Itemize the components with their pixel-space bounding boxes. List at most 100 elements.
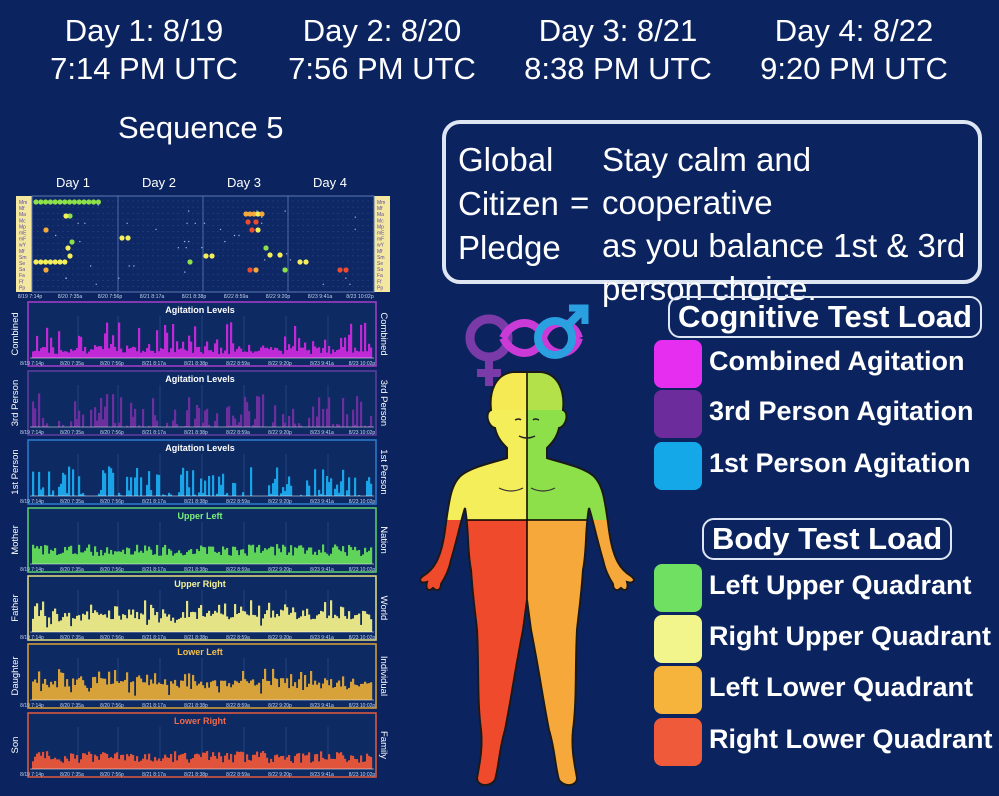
chart-bar [164, 613, 167, 632]
chart-bar [168, 548, 171, 564]
chart-bar [368, 477, 371, 496]
chart-bar [314, 346, 317, 358]
chart-bar [96, 756, 99, 769]
chart-bar [240, 549, 243, 564]
timeline-dot [183, 240, 186, 243]
chart-bar [94, 754, 97, 769]
timeline-dot [155, 228, 157, 231]
chart-bar [210, 681, 213, 700]
chart-bar [66, 351, 69, 358]
chart-bar [102, 615, 105, 632]
chart-bar [222, 353, 225, 358]
chart-bar [310, 353, 313, 358]
chart-bar [138, 675, 141, 700]
timeline-tick-label: 8/21 8:17a [140, 294, 165, 300]
chart-bar [54, 757, 57, 769]
timeline-dot [185, 247, 187, 249]
chart-bar [132, 346, 135, 358]
chart-bars [32, 544, 373, 564]
chart-tick-label: 8/22 8:59a [226, 703, 250, 709]
chart-bar [204, 616, 207, 632]
chart-bar [336, 423, 339, 427]
chart-tick-label: 8/20 7:35a [60, 567, 84, 573]
chart-bar [240, 414, 243, 427]
chart-bar [56, 687, 59, 700]
chart-bar [302, 753, 305, 769]
chart-bar [88, 691, 91, 700]
chart-panel-title: Lower Left [177, 647, 223, 657]
chart-bar [234, 351, 237, 358]
chart-tick-label: 8/19 7:14p [20, 499, 44, 505]
chart-tick-label: 8/21 8:38p [184, 430, 208, 436]
timeline-dot [33, 259, 39, 265]
chart-bar [254, 685, 257, 700]
chart-bar [220, 555, 223, 564]
chart-bar [338, 680, 341, 700]
chart-bar [124, 554, 127, 564]
chart-bar [306, 608, 309, 632]
chart-bars [32, 600, 373, 632]
timeline-dot [62, 199, 68, 205]
chart-panel-right-label: 1st Person [378, 449, 389, 494]
chart-bar [166, 422, 169, 427]
pledge-message-line: as you balance 1st & 3rd [602, 227, 966, 264]
chart-bar [232, 617, 235, 632]
chart-bar [110, 684, 113, 700]
chart-bar [356, 350, 359, 358]
chart-bar [130, 754, 133, 769]
timeline-row-label: Ff [19, 279, 24, 285]
chart-bar [144, 351, 147, 358]
chart-bar [294, 325, 297, 358]
chart-bar [80, 493, 83, 496]
chart-bar [46, 627, 49, 632]
chart-tick-label: 8/23 10:02p [349, 430, 376, 436]
chart-bar [64, 474, 67, 496]
chart-bar [308, 547, 311, 564]
chart-bar [218, 476, 221, 496]
chart-bars [32, 668, 373, 700]
chart-bar [150, 549, 153, 564]
chart-bar [328, 754, 331, 769]
chart-bar [42, 347, 45, 358]
chart-bar [130, 682, 133, 700]
chart-tick-label: 8/22 8:59a [226, 635, 250, 641]
chart-bar [34, 679, 37, 700]
chart-bar [90, 687, 93, 700]
chart-tick-label: 8/23 9:41a [310, 567, 334, 573]
chart-bar [316, 684, 319, 700]
timeline-row-label: Sm [19, 255, 27, 261]
chart-bar [46, 545, 49, 564]
chart-bar [32, 401, 35, 427]
chart-bar [112, 554, 115, 564]
timeline-dot [267, 252, 273, 258]
chart-bar [148, 619, 151, 632]
chart-bar [342, 755, 345, 769]
chart-panel-right-label: Combined [378, 312, 389, 355]
chart-bar [358, 549, 361, 564]
chart-bar [238, 555, 241, 564]
chart-bar [320, 352, 323, 358]
pledge-name-line: Citizen [458, 185, 559, 222]
timeline-dot [263, 245, 269, 251]
chart-bar [324, 552, 327, 564]
timeline-row-label: mF [377, 237, 384, 243]
chart-bar [42, 683, 45, 700]
chart-bar [272, 350, 275, 358]
chart-bar [202, 493, 205, 496]
chart-bar [180, 474, 183, 496]
chart-bar [74, 553, 77, 564]
chart-bar [332, 423, 335, 427]
chart-bar [328, 482, 331, 496]
chart-tick-label: 8/20 7:35a [60, 430, 84, 436]
chart-tick-label: 8/19 7:14p [20, 635, 44, 641]
chart-bar [34, 606, 37, 632]
chart-bar [332, 547, 335, 564]
chart-bar [240, 751, 243, 769]
chart-bar [188, 550, 191, 564]
chart-bar [268, 680, 271, 700]
chart-bar [252, 544, 255, 564]
chart-bar [154, 554, 157, 564]
chart-bar [208, 687, 211, 700]
chart-bar [170, 550, 173, 564]
chart-bar [276, 467, 279, 496]
